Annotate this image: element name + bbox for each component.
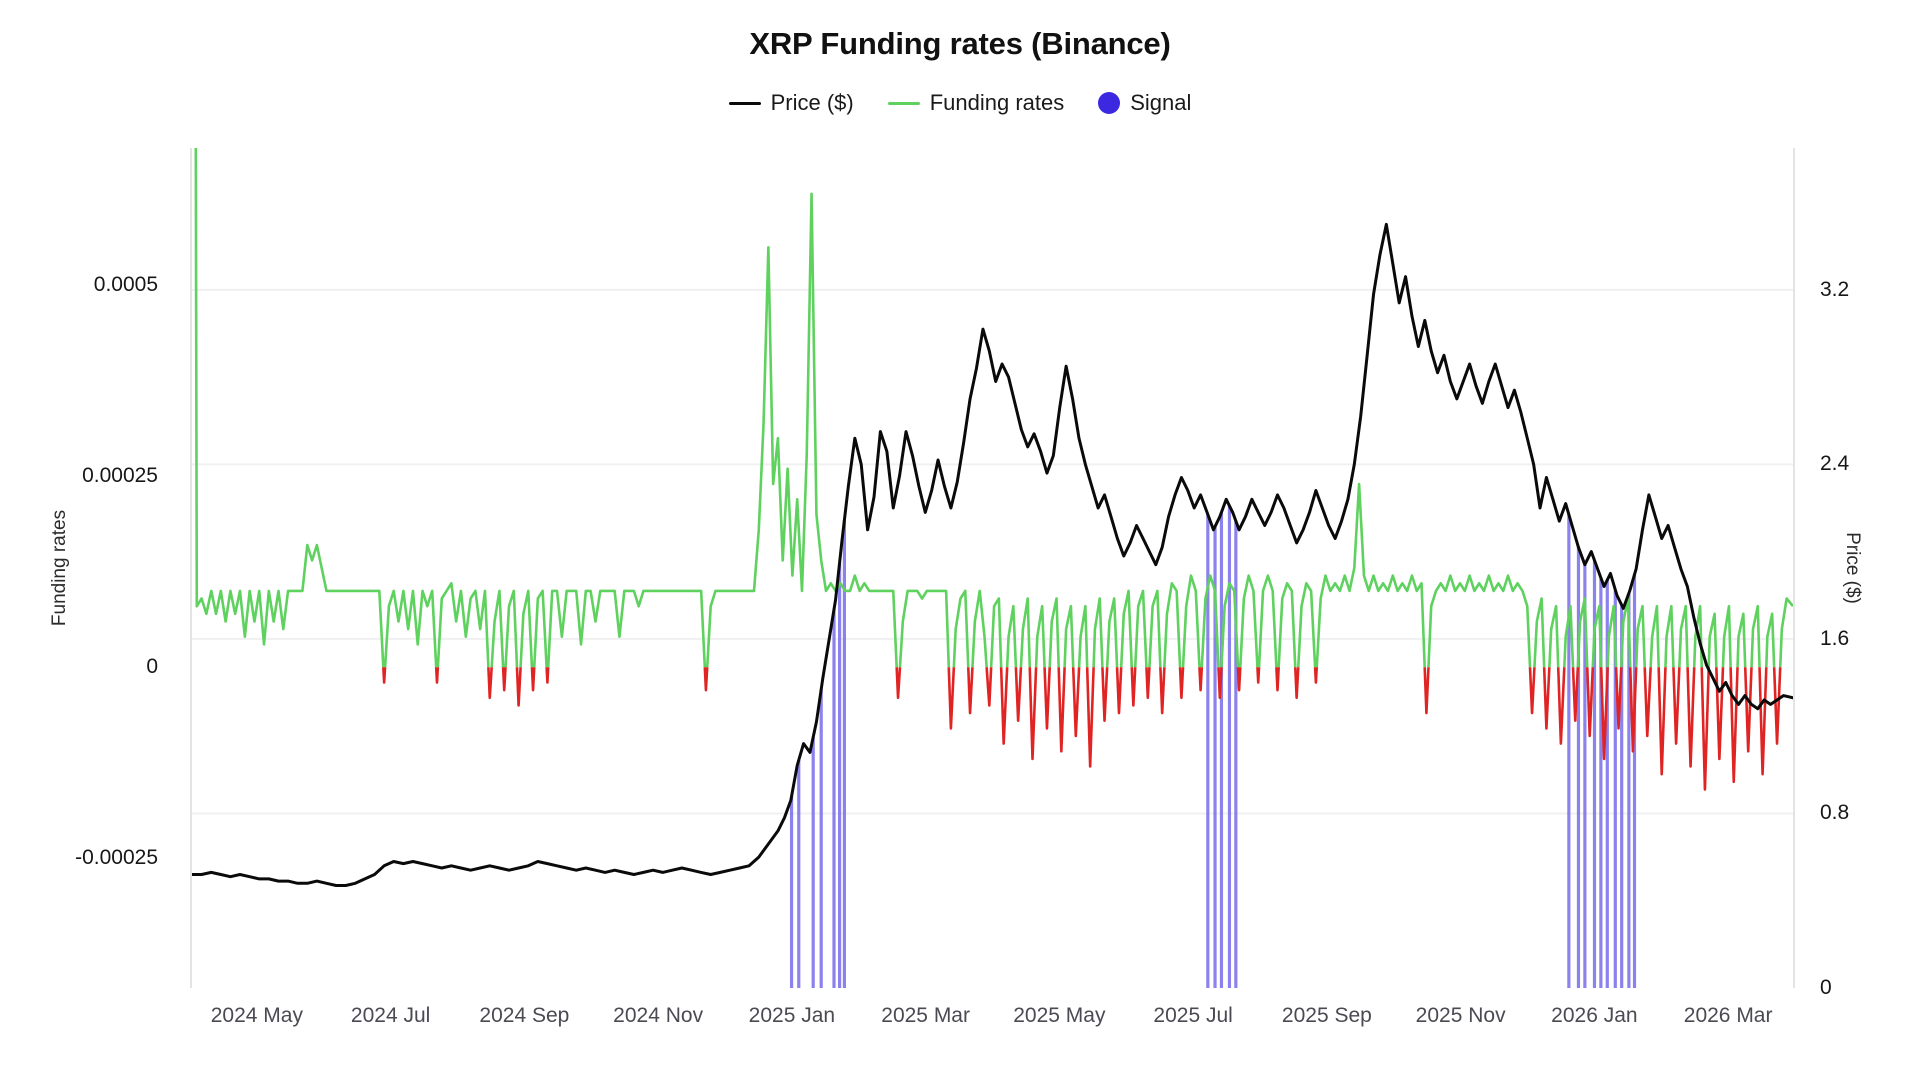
x-axis-tick: 2024 Nov [613, 1004, 704, 1027]
y-axis-right-title: Price ($) [1842, 532, 1863, 604]
y-axis-right-tick: 3.2 [1820, 277, 1850, 301]
x-axis-tick: 2026 Jan [1551, 1004, 1638, 1027]
plot-area [190, 148, 1795, 988]
legend-item-price[interactable]: Price ($) [728, 90, 854, 116]
y-axis-right-tick: 0.8 [1820, 801, 1850, 825]
y-axis-left-tick: -0.00025 [75, 846, 158, 870]
y-axis-right-tick: 2.4 [1820, 452, 1850, 476]
chart-title: XRP Funding rates (Binance) [749, 26, 1171, 61]
x-axis-tick: 2025 Sep [1281, 1004, 1372, 1027]
y-axis-left-tick: 0.00025 [82, 464, 158, 488]
y-axis-left-title: Funding rates [49, 509, 70, 627]
y-axis-left-tick: 0 [146, 655, 158, 679]
x-axis-tick: 2025 Jul [1153, 1004, 1233, 1027]
legend-label-signal: Signal [1130, 90, 1192, 115]
legend-item-funding-rates[interactable]: Funding rates [887, 90, 1065, 116]
funding-rates-line-swatch [887, 101, 920, 105]
chart-legend: Price ($) Funding rates Signal [0, 90, 1920, 116]
y-axis-right-tick: 0 [1820, 976, 1832, 999]
x-axis-tick: 2024 Sep [479, 1004, 570, 1027]
x-axis-tick: 2025 Mar [881, 1004, 970, 1027]
x-axis-tick: 2025 May [1013, 1004, 1106, 1027]
y-axis-left-tick: 0.0005 [93, 273, 158, 297]
legend-label-price: Price ($) [770, 90, 854, 115]
price-line-swatch [728, 101, 761, 105]
x-axis-tick: 2024 May [210, 1004, 303, 1027]
x-axis-tick: 2025 Jan [748, 1004, 836, 1027]
plot-canvas [192, 148, 1793, 988]
x-axis-tick: 2025 Nov [1415, 1004, 1506, 1027]
legend-item-signal[interactable]: Signal [1098, 90, 1191, 116]
signal-dot-swatch [1098, 92, 1121, 114]
x-axis-tick: 2024 Jul [350, 1004, 431, 1027]
legend-label-funding-rates: Funding rates [929, 90, 1065, 115]
x-axis-tick: 2026 Mar [1683, 1004, 1773, 1027]
y-axis-right-tick: 1.6 [1820, 626, 1850, 650]
